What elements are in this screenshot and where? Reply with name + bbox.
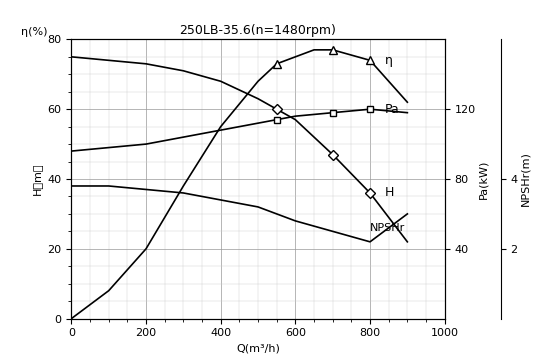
Title: 250LB-35.6(n=1480rpm): 250LB-35.6(n=1480rpm) (180, 24, 337, 37)
Text: H: H (385, 187, 394, 199)
Text: η: η (385, 54, 393, 67)
X-axis label: Q(m³/h): Q(m³/h) (236, 344, 280, 354)
Y-axis label: NPSHr(m): NPSHr(m) (520, 151, 530, 207)
Y-axis label: H（m）: H（m） (32, 163, 42, 195)
Text: NPSHr: NPSHr (370, 223, 405, 233)
Text: Pa: Pa (385, 103, 400, 116)
Y-axis label: Pa(kW): Pa(kW) (478, 159, 488, 199)
Text: η(%): η(%) (21, 26, 47, 37)
